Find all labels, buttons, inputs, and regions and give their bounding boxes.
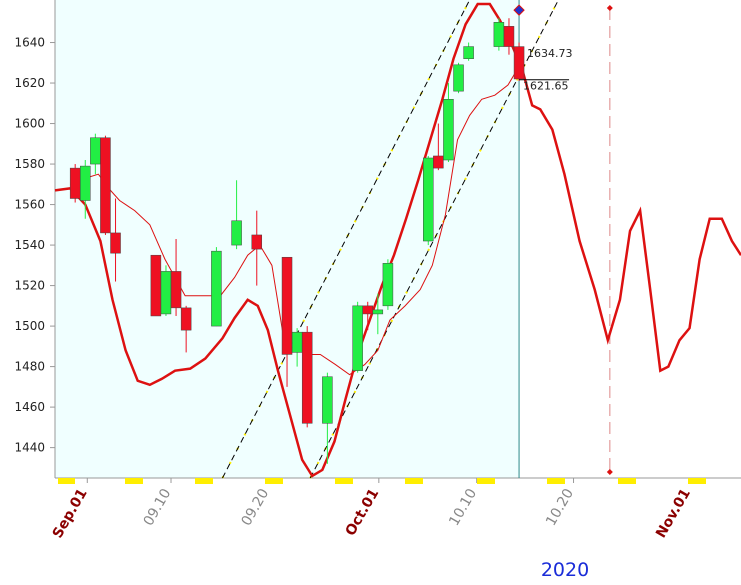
candle-body bbox=[352, 305, 363, 371]
candle-body bbox=[160, 271, 172, 315]
candle-body bbox=[110, 232, 121, 254]
candle-body bbox=[493, 22, 505, 47]
y-tick-label: 1640 bbox=[14, 36, 45, 50]
candle-body bbox=[301, 331, 313, 424]
candle-body bbox=[100, 137, 111, 234]
candle-body bbox=[69, 167, 81, 199]
history-background bbox=[55, 0, 520, 478]
candle-body bbox=[211, 250, 222, 327]
candle-body bbox=[453, 64, 464, 92]
channel-line bbox=[309, 0, 560, 479]
candle-body bbox=[231, 220, 242, 246]
candle-body bbox=[90, 137, 101, 165]
candle-body bbox=[513, 46, 525, 80]
candle-body bbox=[423, 157, 434, 242]
candle-body bbox=[150, 254, 162, 317]
candle-body bbox=[251, 234, 263, 250]
plot-area: 1440 1460 1480 1500 1520 1540 1560 1580 1600 1620… bbox=[14, 0, 741, 541]
y-tick-label: 1460 bbox=[14, 400, 45, 414]
y-tick-label: 1480 bbox=[14, 360, 45, 374]
y-tick-label: 1580 bbox=[14, 157, 45, 171]
y-tick-label: 1440 bbox=[14, 441, 45, 455]
price-level-label: 1621.65 bbox=[523, 80, 569, 93]
candle-body bbox=[291, 331, 303, 353]
year-label: 2020 bbox=[541, 559, 589, 581]
candle-body bbox=[443, 98, 454, 161]
current-marker bbox=[513, 4, 525, 16]
y-tick-label: 1600 bbox=[14, 117, 45, 131]
candle-body bbox=[322, 376, 333, 424]
y-tick-label: 1500 bbox=[14, 319, 45, 333]
candle-body bbox=[463, 46, 474, 59]
candle-body bbox=[503, 26, 515, 47]
candle-body bbox=[180, 307, 192, 331]
candle-body bbox=[372, 309, 384, 315]
channel-line bbox=[221, 0, 471, 479]
week-markers bbox=[58, 478, 706, 484]
candle-body bbox=[362, 305, 373, 315]
candle-body bbox=[382, 263, 394, 307]
candle-body bbox=[281, 256, 293, 355]
candle-body bbox=[80, 165, 91, 201]
candle-body bbox=[170, 271, 182, 309]
line-series bbox=[54, 2, 741, 478]
y-tick-label: 1540 bbox=[14, 238, 45, 252]
cycle-marker bbox=[606, 469, 613, 475]
price-level-label: 1634.73 bbox=[527, 47, 573, 60]
cycle-marker bbox=[606, 5, 613, 11]
y-tick-label: 1620 bbox=[14, 76, 45, 90]
candle-body bbox=[433, 155, 444, 169]
y-tick-label: 1560 bbox=[14, 198, 45, 212]
y-tick-label: 1520 bbox=[14, 279, 45, 293]
